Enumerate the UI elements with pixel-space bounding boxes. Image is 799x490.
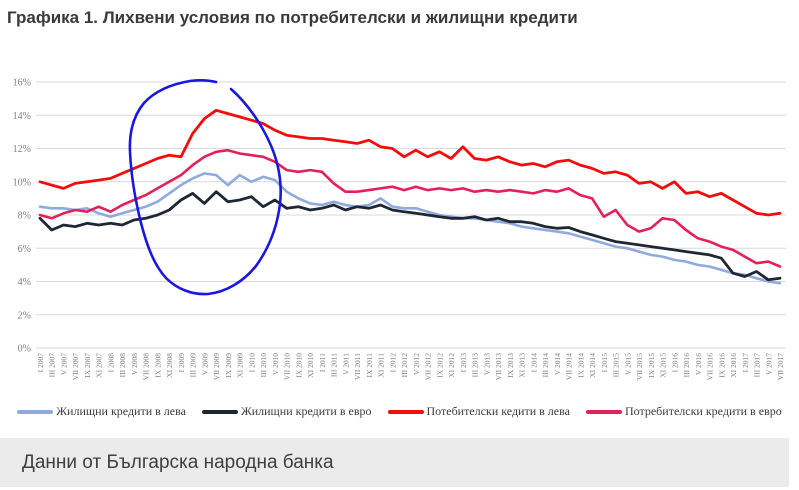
x-axis-tick: VII 2011 xyxy=(353,353,362,380)
x-axis-tick: III 2010 xyxy=(259,353,268,378)
page-title: Графика 1. Лихвени условия по потребител… xyxy=(7,8,578,27)
y-axis-tick: 8% xyxy=(18,211,31,222)
x-axis-tick: XI 2013 xyxy=(518,353,527,378)
x-axis-tick: V 2010 xyxy=(271,353,280,375)
series-line-1 xyxy=(38,190,782,282)
y-axis-tick: 14% xyxy=(13,111,31,122)
x-axis-tick: III 2017 xyxy=(753,353,762,378)
x-axis-tick: XI 2016 xyxy=(729,353,738,378)
x-axis-tick: V 2012 xyxy=(412,353,421,375)
x-axis-tick: I 2007 xyxy=(36,353,45,373)
series-line-0 xyxy=(38,172,782,285)
x-axis-tick: XI 2007 xyxy=(95,353,104,378)
x-axis-tick: XI 2011 xyxy=(377,353,386,378)
x-axis-tick: XI 2014 xyxy=(588,353,597,378)
source-note: Данни от Българска народна банка xyxy=(22,451,334,473)
x-axis-tick: IX 2011 xyxy=(365,353,374,378)
x-axis-tick: XI 2009 xyxy=(236,353,245,378)
legend-label: Жилищни кредити в евро xyxy=(240,404,372,418)
x-axis-tick: III 2012 xyxy=(400,353,409,378)
legend-swatch-icon xyxy=(585,409,622,414)
series-line-2 xyxy=(38,108,782,217)
legend-label: Потебителски кедити в лева xyxy=(426,404,570,418)
x-axis-tick: I 2015 xyxy=(600,353,609,373)
x-axis-tick: V 2011 xyxy=(341,353,350,375)
x-axis-tick: IX 2008 xyxy=(154,353,163,378)
x-axis-tick: IX 2010 xyxy=(294,353,303,378)
y-axis-tick: 2% xyxy=(18,310,31,321)
x-axis-tick: VII 2014 xyxy=(565,353,574,381)
interest-rate-chart: 0% 2% 4% 6% 8% 10% 12% 14% 16% I 2007 III 2007 V 20… xyxy=(0,60,799,400)
x-axis-tick: III 2009 xyxy=(189,353,198,378)
x-axis-tick: IX 2015 xyxy=(647,353,656,378)
x-axis-tick: VII 2009 xyxy=(212,353,221,381)
legend-label: Потребителски кредити в евро xyxy=(624,404,782,418)
x-axis-tick: VII 2007 xyxy=(71,353,80,381)
x-axis-tick: V 2009 xyxy=(200,353,209,375)
x-axis-tick: VII 2017 xyxy=(776,353,785,381)
x-axis-tick: IX 2013 xyxy=(506,353,515,378)
x-axis-tick: V 2016 xyxy=(694,353,703,375)
x-axis-tick: IX 2014 xyxy=(576,353,585,378)
x-axis-tick: V 2013 xyxy=(482,353,491,375)
x-axis-tick: I 2012 xyxy=(388,353,397,373)
x-axis-tick: IX 2009 xyxy=(224,353,233,378)
legend-label: Жилищни кредити в лева xyxy=(56,404,186,418)
series-line-3 xyxy=(38,148,782,268)
x-axis-tick: IX 2016 xyxy=(717,353,726,378)
y-axis-tick: 10% xyxy=(13,177,31,188)
y-axis-tick: 12% xyxy=(13,144,31,155)
x-axis-tick: I 2011 xyxy=(318,353,327,372)
x-axis-tick: VII 2012 xyxy=(424,353,433,381)
source-bar: Данни от Българска народна банка xyxy=(0,438,789,487)
legend-swatch-icon xyxy=(201,409,238,414)
x-axis-tick: V 2008 xyxy=(130,353,139,375)
x-axis-tick: XI 2008 xyxy=(165,353,174,378)
x-axis-tick: V 2014 xyxy=(553,353,562,375)
x-axis-tick: I 2010 xyxy=(247,353,256,373)
x-axis-tick: V 2007 xyxy=(60,353,69,375)
legend-item-3: Потребителски кредити в евро xyxy=(585,404,782,419)
x-axis-tick: IX 2007 xyxy=(83,353,92,378)
x-axis-tick: III 2015 xyxy=(612,353,621,378)
hand-drawn-circle-annotation xyxy=(128,79,283,296)
x-axis-tick: XI 2015 xyxy=(659,353,668,378)
y-axis-tick: 0% xyxy=(18,344,31,355)
x-axis-tick: XI 2012 xyxy=(447,353,456,378)
legend-item-1: Жилищни кредити в евро xyxy=(201,404,372,419)
x-axis-tick: III 2013 xyxy=(471,353,480,378)
x-axis-tick: III 2011 xyxy=(330,353,339,377)
chart-canvas: 0%2%4%6%8%10%12%14%16%I 2007 III 2007 V 20… xyxy=(13,78,786,381)
x-axis-tick: I 2008 xyxy=(107,353,116,373)
x-axis-tick: XI 2010 xyxy=(306,353,315,378)
x-axis-tick: V 2015 xyxy=(623,353,632,375)
y-axis-tick: 4% xyxy=(18,277,31,288)
x-axis-tick: I 2016 xyxy=(670,353,679,373)
x-axis-tick: III 2008 xyxy=(118,353,127,378)
x-axis-tick: IX 2012 xyxy=(435,353,444,378)
x-axis-tick: I 2014 xyxy=(529,353,538,373)
x-axis-tick: III 2014 xyxy=(541,353,550,378)
x-axis-tick: I 2009 xyxy=(177,353,186,373)
legend-swatch-icon xyxy=(387,409,424,414)
y-axis-tick: 6% xyxy=(18,244,31,255)
legend-swatch-icon xyxy=(17,409,54,414)
chart-legend: Жилищни кредити в лева Жилищни кредити в … xyxy=(0,404,799,419)
x-axis-tick: I 2017 xyxy=(741,353,750,373)
y-axis-tick: 16% xyxy=(13,78,31,89)
x-axis-tick: VII 2015 xyxy=(635,353,644,381)
x-axis-tick: I 2013 xyxy=(459,353,468,373)
x-axis-tick: VII 2016 xyxy=(706,353,715,381)
legend-item-2: Потебителски кедити в лева xyxy=(387,404,570,419)
x-axis-tick: VII 2010 xyxy=(283,353,292,381)
x-axis-tick: VII 2008 xyxy=(142,353,151,381)
x-axis-tick: III 2016 xyxy=(682,353,691,378)
x-axis-tick: III 2007 xyxy=(48,353,57,378)
legend-item-0: Жилищни кредити в лева xyxy=(17,404,186,419)
x-axis-tick: VII 2013 xyxy=(494,353,503,381)
x-axis-tick: V 2017 xyxy=(764,353,773,375)
